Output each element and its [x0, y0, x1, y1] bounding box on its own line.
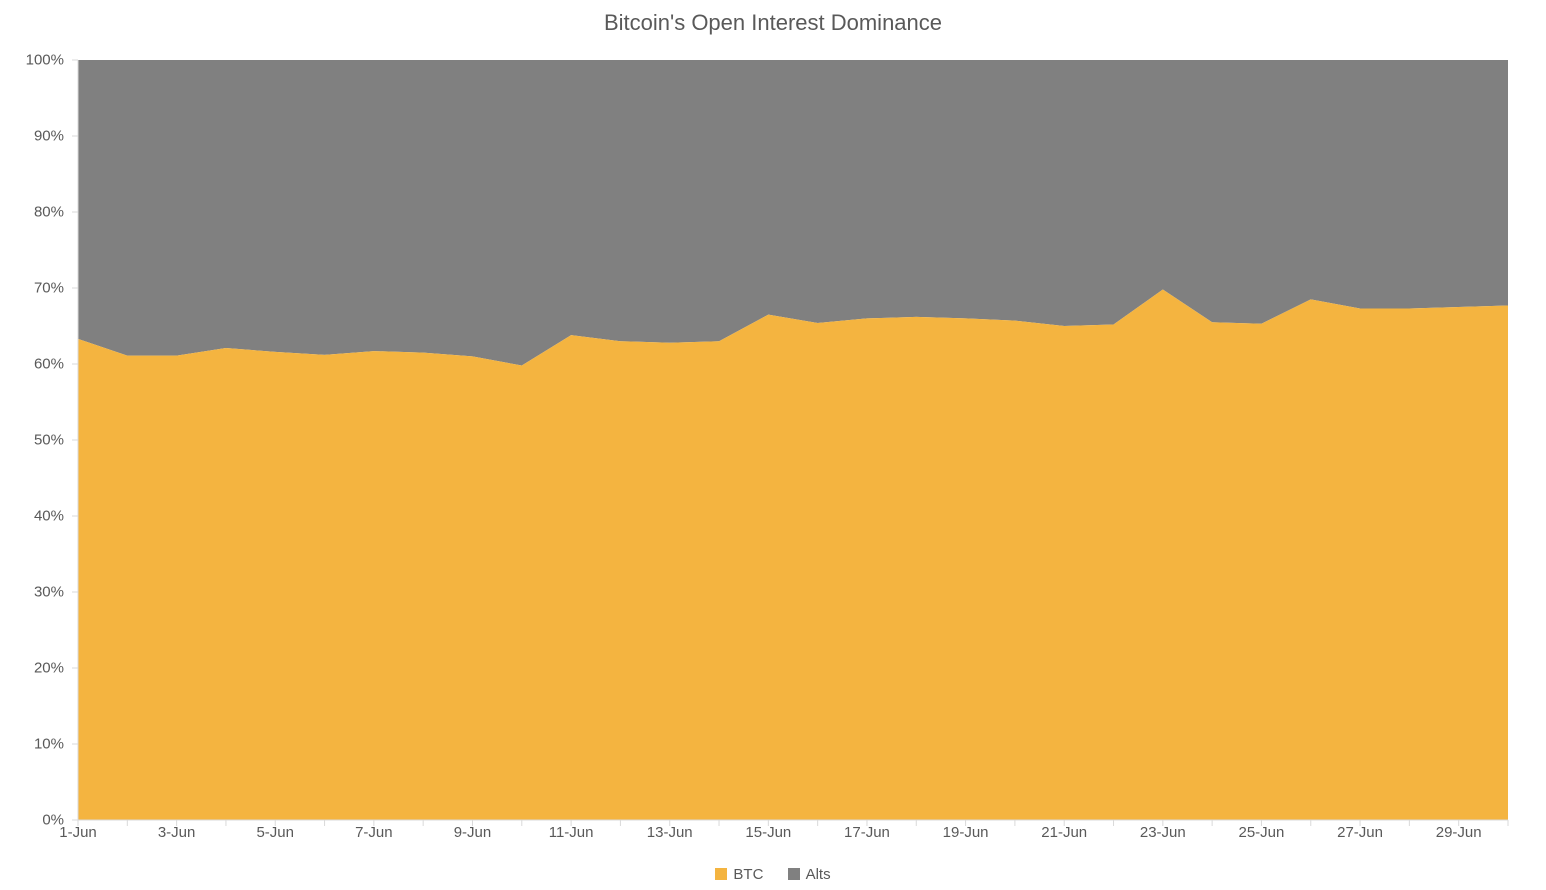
x-axis-tick-label: 27-Jun: [1337, 824, 1383, 841]
legend: BTC Alts: [0, 866, 1546, 885]
y-axis-tick-label: 50%: [34, 432, 64, 449]
x-axis-tick-label: 5-Jun: [256, 824, 294, 841]
x-axis-tick-label: 23-Jun: [1140, 824, 1186, 841]
y-axis-tick-label: 10%: [34, 736, 64, 753]
y-axis-tick-label: 80%: [34, 204, 64, 221]
x-axis-tick-label: 13-Jun: [647, 824, 693, 841]
legend-item-btc: BTC: [715, 866, 763, 883]
x-axis-tick-label: 1-Jun: [59, 824, 97, 841]
y-axis-labels: 0%10%20%30%40%50%60%70%80%90%100%: [0, 60, 72, 820]
legend-label-alts: Alts: [806, 866, 831, 883]
y-axis-tick-label: 40%: [34, 508, 64, 525]
legend-swatch-alts: [788, 868, 800, 880]
x-axis-tick-label: 7-Jun: [355, 824, 393, 841]
y-axis-tick-label: 20%: [34, 660, 64, 677]
y-axis-tick-label: 100%: [26, 52, 64, 69]
y-axis-tick-label: 90%: [34, 128, 64, 145]
x-axis-tick-label: 9-Jun: [454, 824, 492, 841]
legend-swatch-btc: [715, 868, 727, 880]
x-axis-tick-label: 29-Jun: [1436, 824, 1482, 841]
x-axis-tick-label: 15-Jun: [745, 824, 791, 841]
legend-label-btc: BTC: [733, 866, 763, 883]
x-axis-tick-label: 11-Jun: [549, 824, 594, 841]
legend-item-alts: Alts: [788, 866, 831, 883]
y-axis-tick-label: 30%: [34, 584, 64, 601]
y-axis-tick-label: 60%: [34, 356, 64, 373]
plot-area: [78, 60, 1508, 820]
x-axis-tick-label: 19-Jun: [943, 824, 989, 841]
y-axis-tick-label: 70%: [34, 280, 64, 297]
x-axis-tick-label: 25-Jun: [1239, 824, 1285, 841]
area-btc: [78, 290, 1508, 820]
x-axis-tick-label: 17-Jun: [844, 824, 890, 841]
x-axis-tick-label: 21-Jun: [1041, 824, 1087, 841]
chart-container: Bitcoin's Open Interest Dominance 0%10%2…: [0, 0, 1546, 890]
chart-title: Bitcoin's Open Interest Dominance: [0, 10, 1546, 36]
area-chart-svg: [78, 60, 1508, 820]
x-axis-tick-label: 3-Jun: [158, 824, 196, 841]
x-axis-labels: 1-Jun3-Jun5-Jun7-Jun9-Jun11-Jun13-Jun15-…: [78, 824, 1508, 848]
